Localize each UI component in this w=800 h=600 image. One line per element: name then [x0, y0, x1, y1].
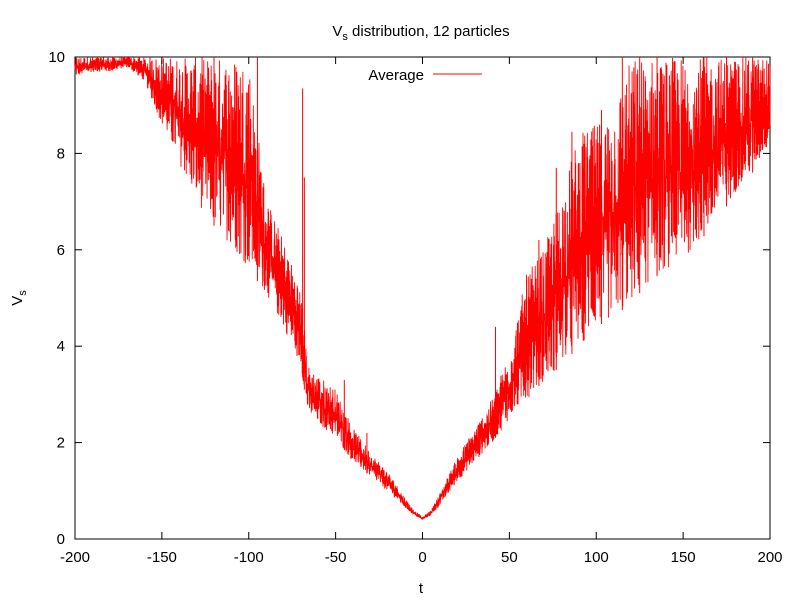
x-tick-label: 100	[584, 549, 609, 566]
x-tick-labels: -200 -150 -100 -50 0 50 100 150 200	[60, 549, 783, 566]
x-tick-label: -100	[234, 549, 264, 566]
x-axis-label: t	[419, 580, 424, 597]
y-tick-label: 4	[57, 338, 65, 355]
y-tick-labels: 0 2 4 6 8 10	[48, 49, 65, 548]
x-tick-label: 150	[671, 549, 696, 566]
legend-label-average: Average	[368, 67, 424, 84]
x-tick-label: -50	[325, 549, 347, 566]
axis-ticks	[74, 56, 771, 540]
x-tick-label: 200	[757, 549, 782, 566]
y-tick-label: 6	[57, 242, 65, 259]
y-axis-label: Vs	[9, 290, 29, 306]
x-tick-label: -150	[147, 549, 177, 566]
x-tick-label: -200	[60, 549, 90, 566]
chart-title: Vs distribution, 12 particles	[332, 23, 509, 43]
y-tick-label: 2	[57, 435, 65, 452]
x-tick-label: 50	[501, 549, 518, 566]
series-average	[74, 56, 771, 520]
series-line-average	[74, 56, 771, 520]
x-tick-label: 0	[418, 549, 426, 566]
y-tick-label: 10	[48, 49, 65, 66]
legend: Average	[368, 67, 482, 84]
y-tick-label: 8	[57, 145, 65, 162]
y-tick-label: 0	[57, 531, 65, 548]
